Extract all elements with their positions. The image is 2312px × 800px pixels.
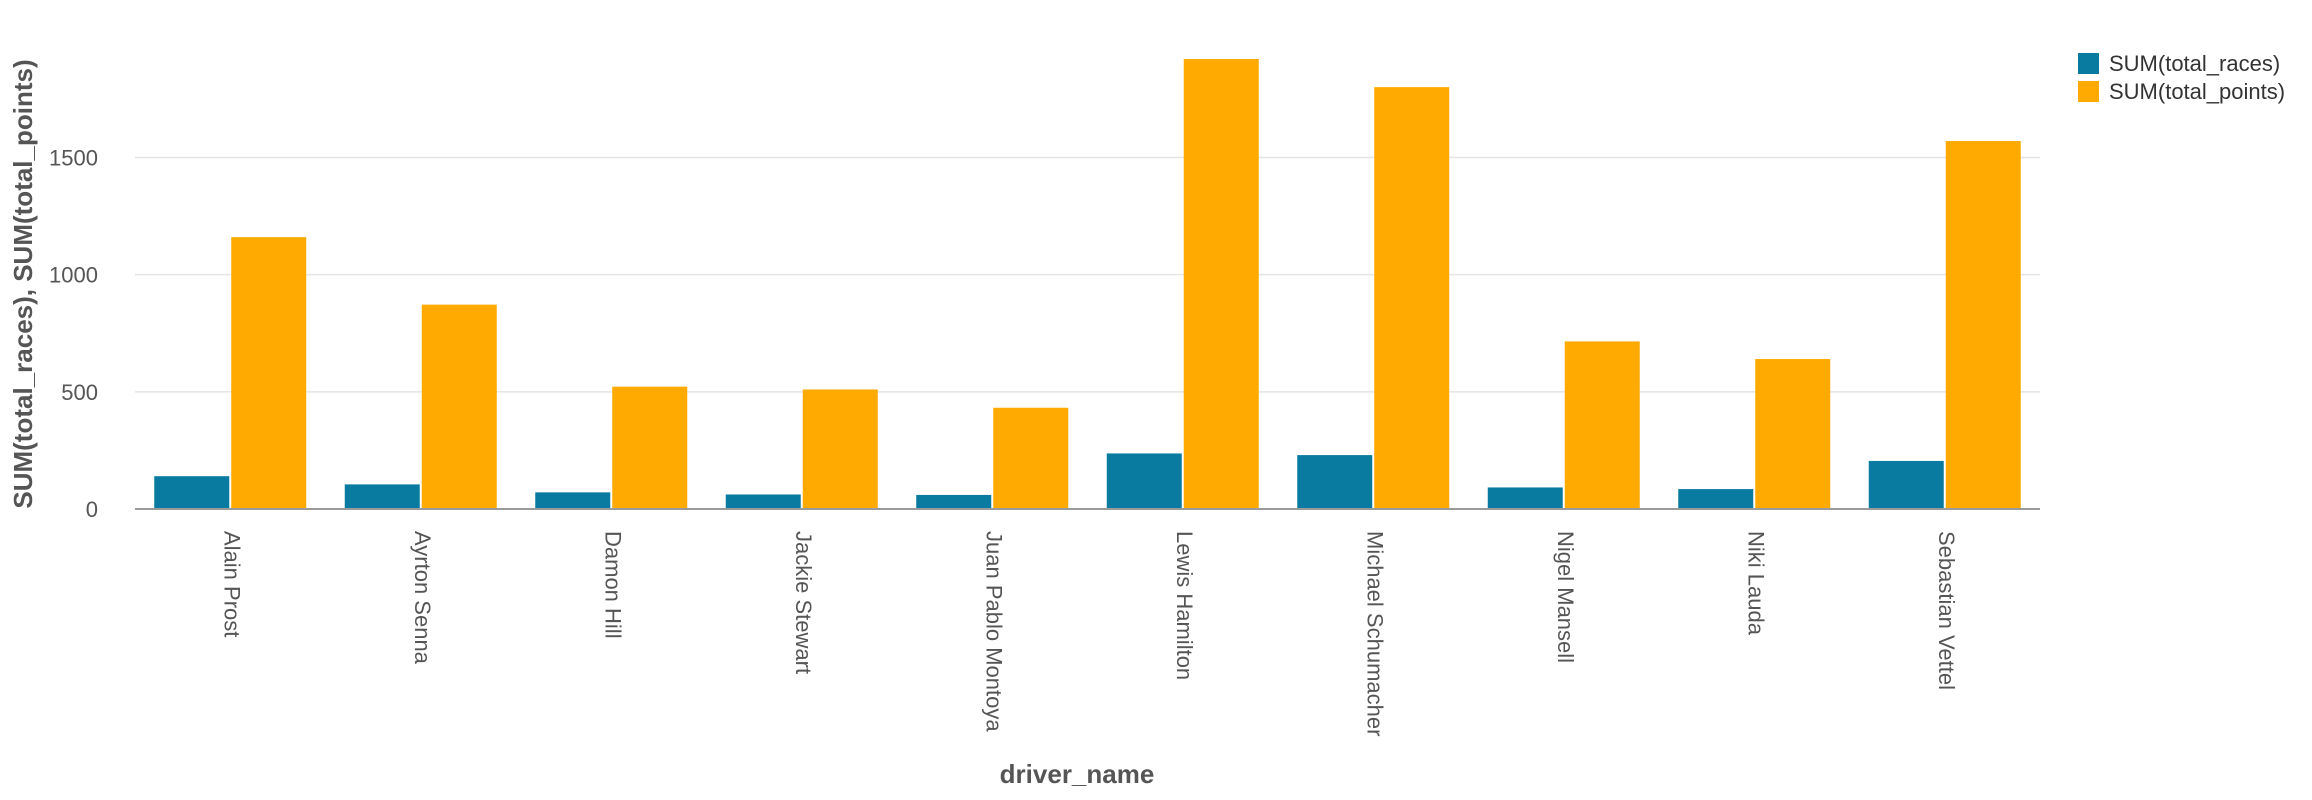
bar-total-points[interactable] [612, 386, 688, 509]
bar-total-points[interactable] [802, 389, 878, 509]
legend-swatch [2078, 81, 2099, 102]
legend-swatch [2078, 53, 2099, 74]
bar-total-races[interactable] [1297, 455, 1373, 509]
y-tick-label: 1000 [49, 263, 98, 288]
bar-total-races[interactable] [154, 476, 230, 509]
bar-total-races[interactable] [344, 484, 420, 509]
x-tick-label: Niki Lauda [1743, 531, 1768, 636]
x-tick-label: Nigel Mansell [1553, 531, 1578, 663]
x-tick-label: Alain Prost [219, 531, 244, 637]
bar-total-races[interactable] [725, 494, 801, 509]
bar-total-races[interactable] [535, 492, 611, 509]
bar-total-races[interactable] [916, 494, 992, 509]
x-tick-label: Ayrton Senna [410, 531, 435, 665]
bars [154, 59, 2021, 509]
x-tick-label: Damon Hill [600, 531, 625, 639]
bar-total-points[interactable] [1945, 141, 2021, 509]
legend: SUM(total_races) SUM(total_points) [2078, 51, 2285, 104]
x-tick-labels: Alain Prost Ayrton Senna Damon Hill Jackie … [219, 531, 1959, 736]
y-axis-title: SUM(total_races), SUM(total_points) [8, 59, 38, 508]
grid-lines [135, 156, 2040, 393]
x-tick-label: Lewis Hamilton [1172, 531, 1197, 680]
y-tick-label: 1500 [49, 145, 98, 170]
x-tick-label: Jackie Stewart [791, 531, 816, 674]
bar-total-points[interactable] [1755, 359, 1831, 509]
x-tick-label: Michael Schumacher [1362, 531, 1387, 736]
bar-total-points[interactable] [993, 407, 1069, 509]
x-tick-label: Sebastian Vettel [1934, 531, 1959, 690]
bar-total-races[interactable] [1106, 453, 1182, 509]
bar-total-points[interactable] [421, 304, 497, 509]
x-axis-title: driver_name [1000, 759, 1155, 789]
bar-total-races[interactable] [1868, 460, 1944, 509]
bar-total-points[interactable] [1374, 87, 1450, 509]
legend-label[interactable]: SUM(total_races) [2109, 51, 2280, 76]
legend-label[interactable]: SUM(total_points) [2109, 79, 2285, 104]
bar-total-points[interactable] [1183, 59, 1259, 509]
bar-total-points[interactable] [1564, 341, 1640, 509]
y-tick-labels: 0 500 1000 1500 [49, 145, 98, 522]
bar-total-races[interactable] [1678, 489, 1754, 509]
bar-total-races[interactable] [1487, 487, 1563, 509]
x-tick-label: Juan Pablo Montoya [981, 531, 1006, 732]
y-tick-label: 500 [61, 380, 98, 405]
y-tick-label: 0 [86, 497, 98, 522]
bar-total-points[interactable] [231, 237, 307, 509]
